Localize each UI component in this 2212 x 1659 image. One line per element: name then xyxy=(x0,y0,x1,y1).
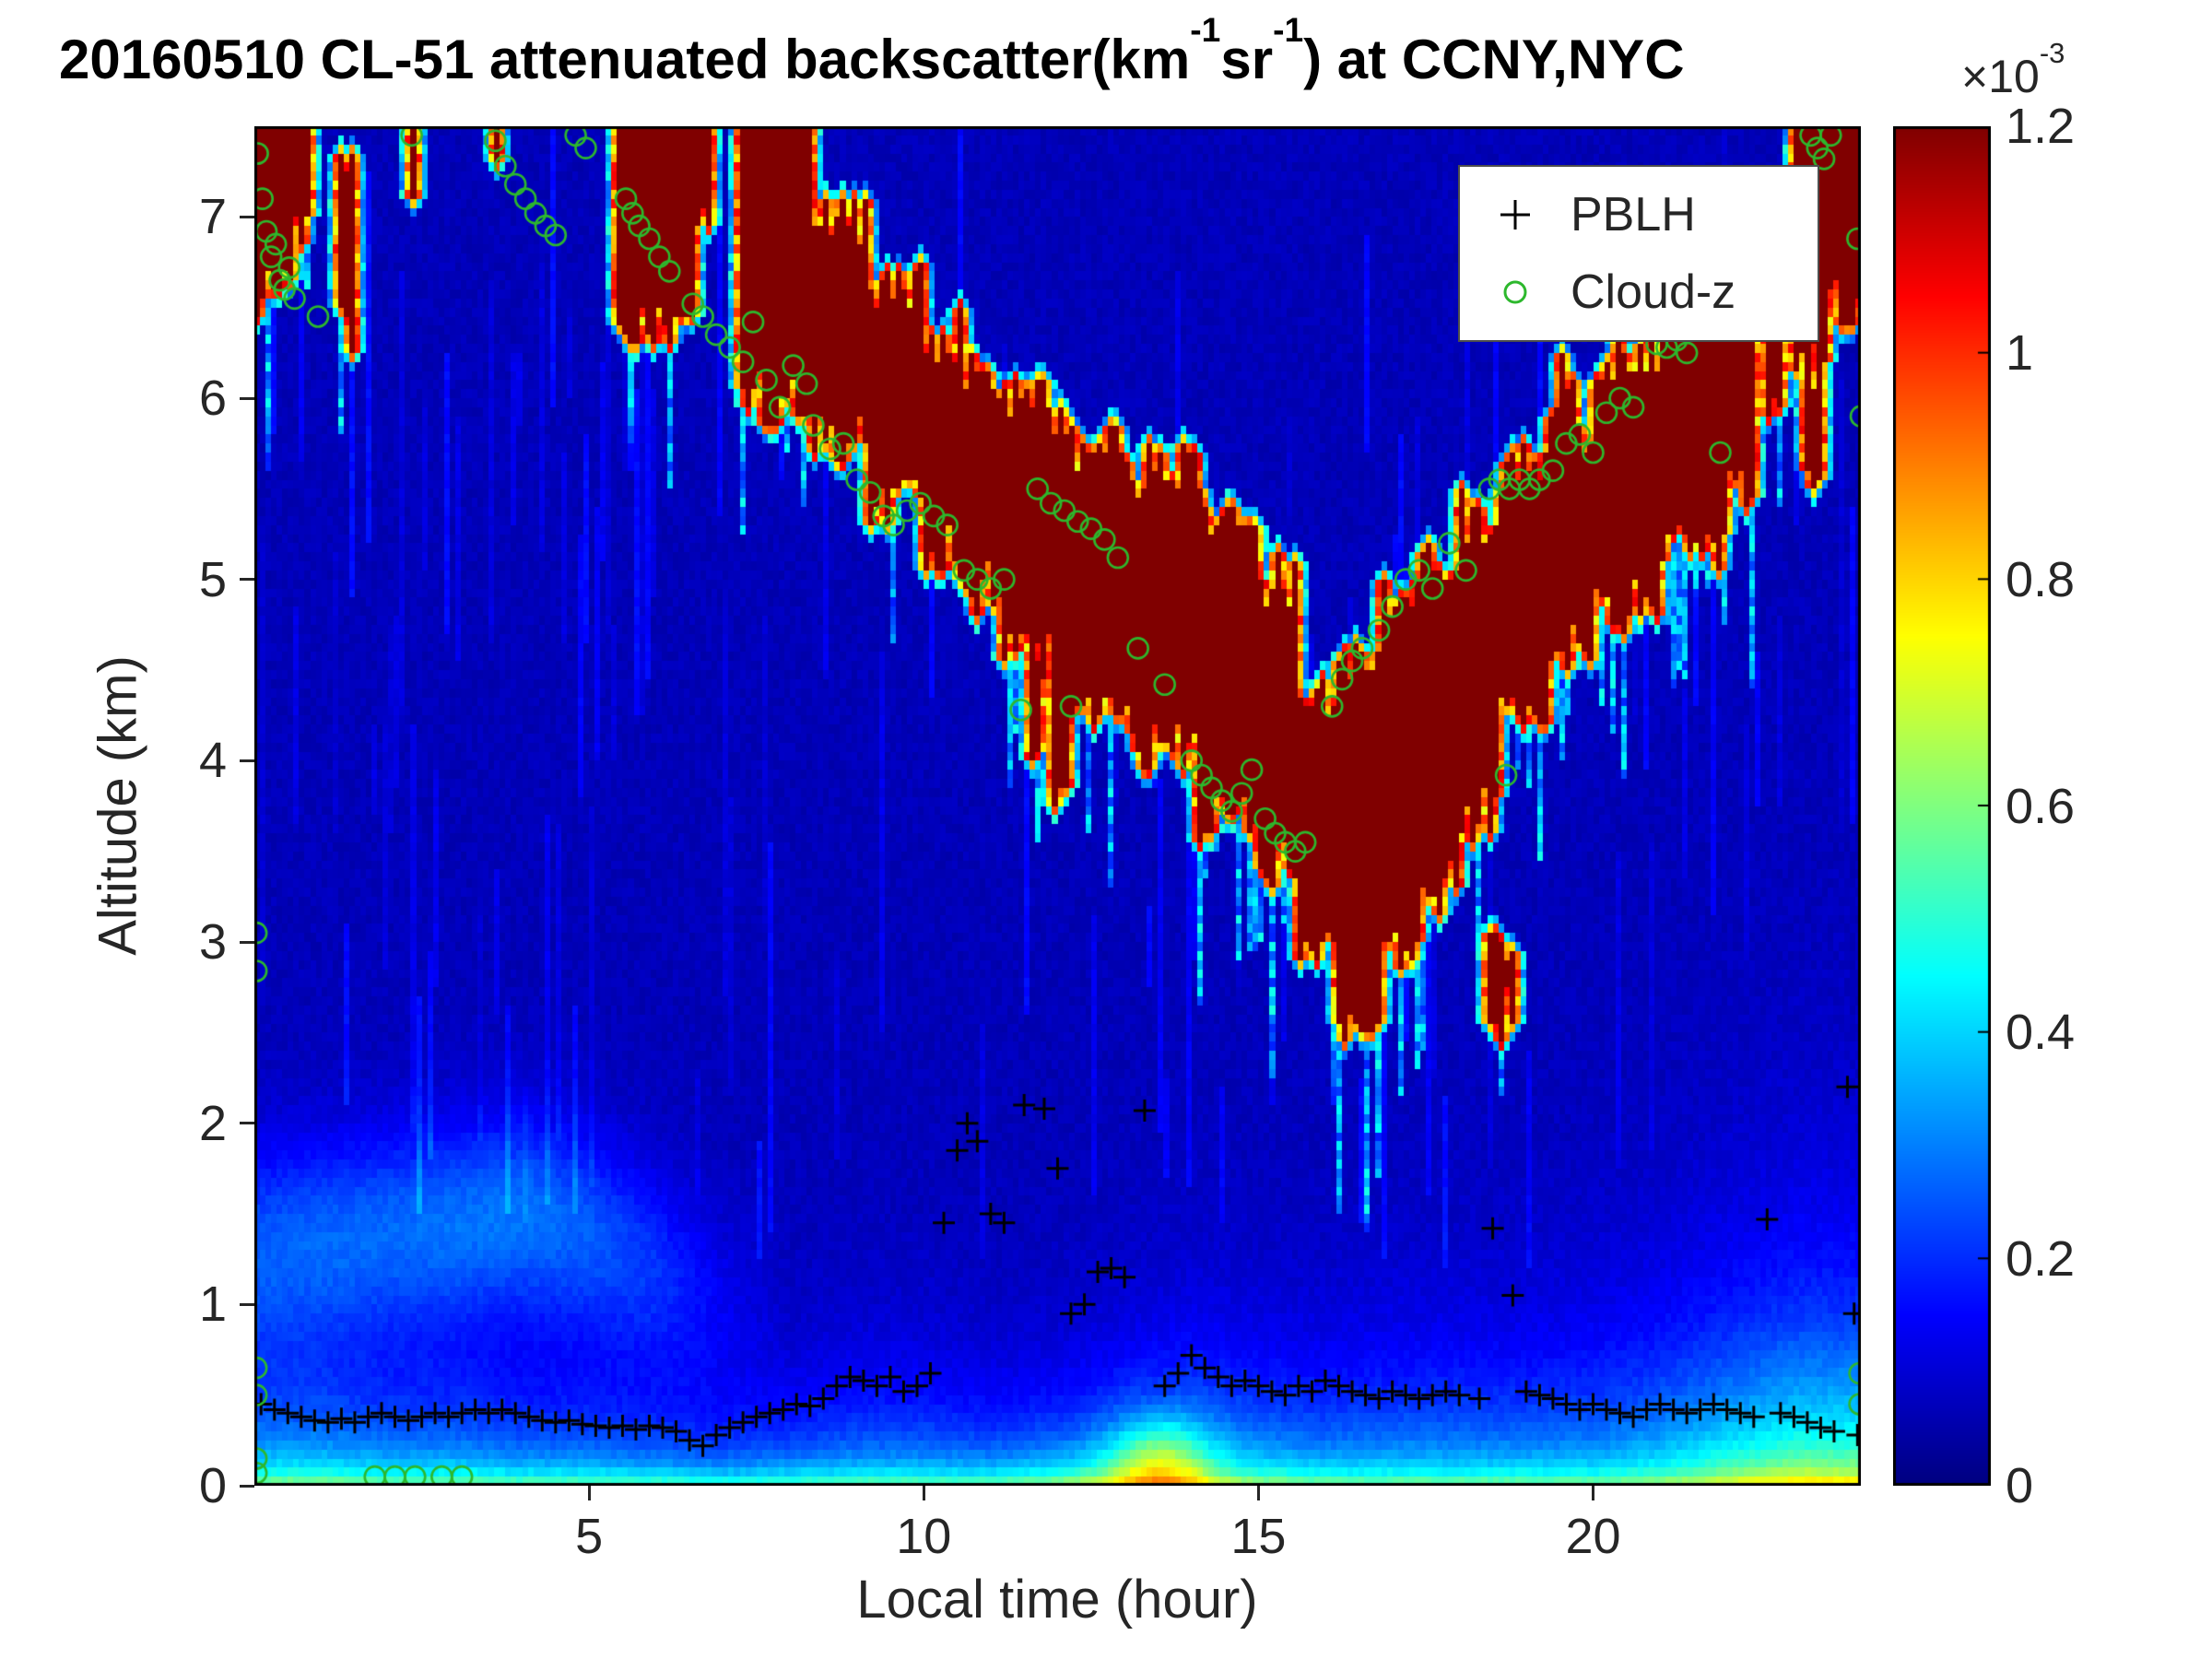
title-sup-1: -1 xyxy=(1190,10,1221,50)
y-tick-label: 7 xyxy=(198,189,227,245)
chart-title: 20160510 CL-51 attenuated backscatter(km… xyxy=(59,10,1685,91)
x-axis-label: Local time (hour) xyxy=(856,1570,1258,1630)
y-tick-label: 0 xyxy=(198,1458,227,1513)
y-tick xyxy=(240,1302,254,1306)
x-tick xyxy=(922,1486,925,1500)
pblh-plus-marker-icon xyxy=(1460,194,1571,235)
x-tick-label: 10 xyxy=(896,1509,952,1564)
legend-label: Cloud-z xyxy=(1571,265,1736,319)
x-tick-label: 20 xyxy=(1565,1509,1621,1564)
y-tick-label: 4 xyxy=(198,733,227,789)
y-tick-label: 5 xyxy=(198,551,227,607)
x-tick xyxy=(587,1486,591,1500)
colorbar-tick-label: 0 xyxy=(2006,1458,2034,1513)
y-tick xyxy=(240,1484,254,1488)
x-tick xyxy=(1256,1486,1260,1500)
title-sup-2: -1 xyxy=(1273,10,1304,50)
title-mid: sr xyxy=(1220,29,1274,90)
colorbar-scale-base: ×10 xyxy=(1961,51,2040,102)
y-tick-label: 3 xyxy=(198,914,227,970)
legend: PBLH Cloud-z xyxy=(1458,165,1819,342)
y-axis-label: Altitude (km) xyxy=(88,655,148,956)
colorbar-tick-label: 1 xyxy=(2006,324,2034,381)
colorbar-canvas xyxy=(1893,126,1991,1486)
legend-row-pblh: PBLH xyxy=(1460,176,1818,253)
colorbar-tick-label: 0.6 xyxy=(2006,778,2076,834)
y-tick xyxy=(240,578,254,582)
title-prefix: 20160510 CL-51 attenuated backscatter(km xyxy=(59,29,1191,90)
colorbar-tick-label: 0.4 xyxy=(2006,1005,2076,1061)
y-tick xyxy=(240,396,254,400)
colorbar-scale-exp: -3 xyxy=(2039,37,2065,70)
x-tick xyxy=(1592,1486,1594,1500)
colorbar-tick-label: 0.2 xyxy=(2006,1231,2076,1288)
colorbar-scale-label: ×10-3 xyxy=(1961,37,2065,103)
y-tick-label: 6 xyxy=(198,371,227,426)
legend-row-cloud-z: Cloud-z xyxy=(1460,253,1818,331)
y-tick xyxy=(240,940,254,944)
x-tick-label: 15 xyxy=(1230,1509,1287,1564)
x-tick-label: 5 xyxy=(575,1509,604,1564)
title-suffix: ) at CCNY,NYC xyxy=(1303,29,1685,90)
y-tick xyxy=(240,1122,254,1125)
y-tick-label: 1 xyxy=(198,1277,227,1333)
heatmap-plot-canvas xyxy=(254,126,1861,1486)
y-tick xyxy=(240,215,254,218)
colorbar-tick-label: 0.8 xyxy=(2006,551,2076,607)
y-tick-label: 2 xyxy=(198,1095,227,1151)
colorbar-tick-label: 1.2 xyxy=(2006,99,2076,154)
legend-label: PBLH xyxy=(1571,188,1696,241)
cloud-z-circle-marker-icon xyxy=(1460,272,1571,312)
y-tick xyxy=(240,759,254,762)
